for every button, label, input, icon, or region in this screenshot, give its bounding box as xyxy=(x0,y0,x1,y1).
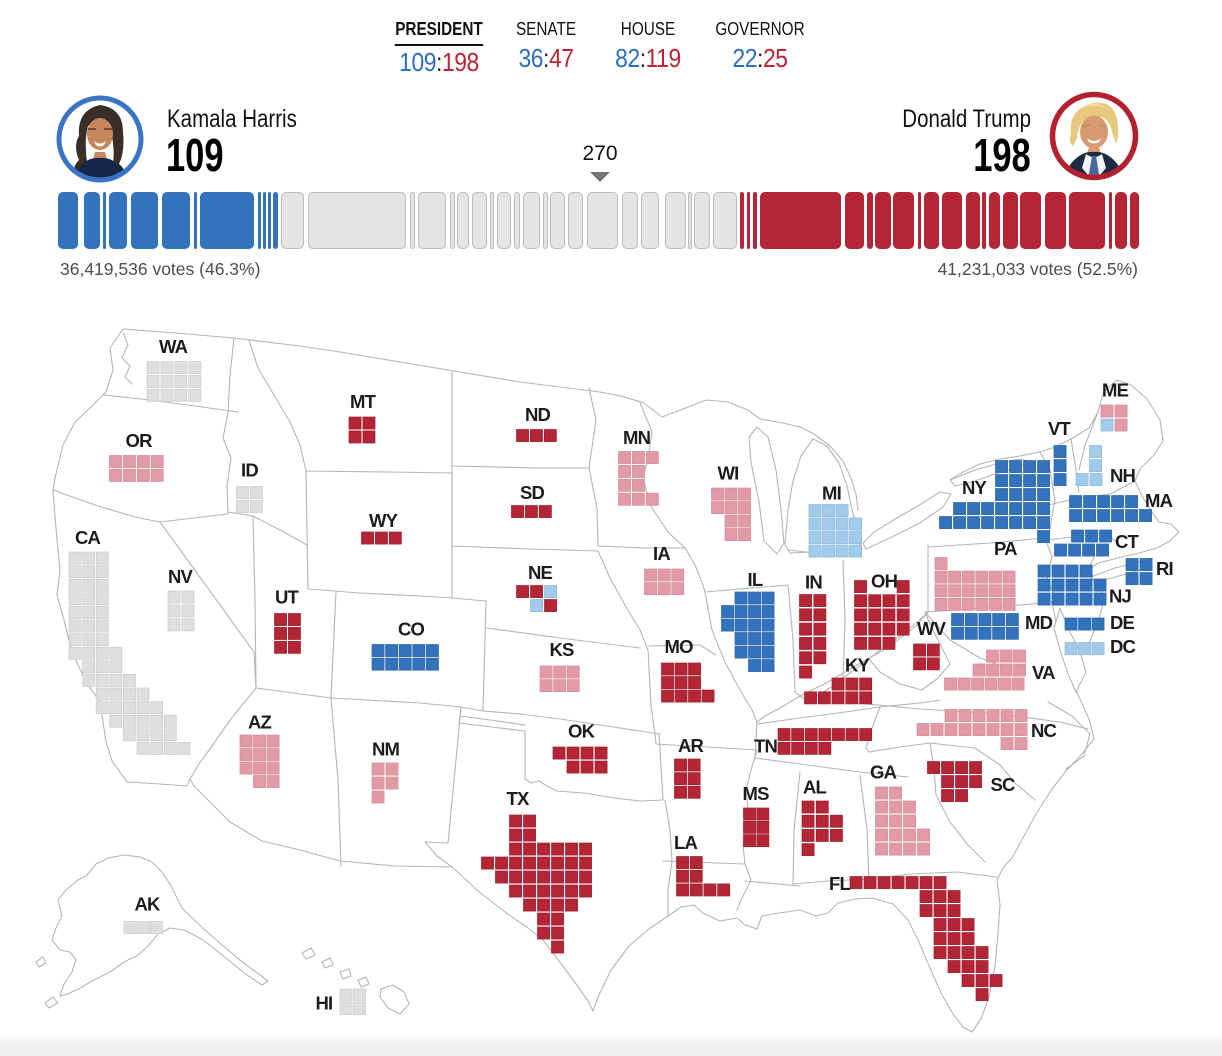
svg-text:SD: SD xyxy=(520,482,545,503)
svg-text:CT: CT xyxy=(1115,531,1140,552)
svg-text:AK: AK xyxy=(135,894,162,915)
svg-text:OH: OH xyxy=(871,571,898,592)
svg-text:NJ: NJ xyxy=(1109,586,1132,607)
svg-text:WI: WI xyxy=(718,463,739,484)
svg-text:NY: NY xyxy=(962,477,988,498)
svg-text:AZ: AZ xyxy=(248,712,272,733)
svg-text:ME: ME xyxy=(1102,380,1129,401)
svg-text:MN: MN xyxy=(623,427,651,448)
svg-text:VT: VT xyxy=(1048,418,1072,439)
svg-text:WA: WA xyxy=(159,336,188,357)
svg-text:OK: OK xyxy=(568,721,596,742)
svg-text:MS: MS xyxy=(743,783,770,804)
svg-text:MD: MD xyxy=(1025,612,1053,633)
svg-text:RI: RI xyxy=(1156,558,1173,579)
svg-text:OR: OR xyxy=(126,430,153,451)
svg-text:DC: DC xyxy=(1110,636,1136,657)
svg-text:VA: VA xyxy=(1032,662,1055,683)
svg-text:WY: WY xyxy=(369,510,399,531)
svg-text:IL: IL xyxy=(748,569,763,590)
svg-text:CO: CO xyxy=(398,619,425,640)
svg-text:DE: DE xyxy=(1110,612,1135,633)
svg-text:TN: TN xyxy=(754,736,778,757)
svg-text:IN: IN xyxy=(805,572,822,593)
svg-text:IA: IA xyxy=(653,543,670,564)
svg-text:UT: UT xyxy=(275,587,300,608)
svg-text:NE: NE xyxy=(528,562,553,583)
svg-text:NC: NC xyxy=(1031,720,1057,741)
svg-text:FL: FL xyxy=(829,873,851,894)
svg-text:ID: ID xyxy=(241,460,258,481)
svg-text:PA: PA xyxy=(994,538,1017,559)
svg-text:AL: AL xyxy=(803,777,827,798)
svg-text:NV: NV xyxy=(168,566,194,587)
svg-text:NH: NH xyxy=(1110,465,1136,486)
svg-text:HI: HI xyxy=(316,993,333,1014)
svg-text:WV: WV xyxy=(917,618,947,639)
svg-text:LA: LA xyxy=(674,832,698,853)
svg-text:SC: SC xyxy=(991,774,1016,795)
svg-text:ND: ND xyxy=(525,404,551,425)
svg-text:KY: KY xyxy=(845,655,871,676)
svg-text:MA: MA xyxy=(1145,490,1173,511)
svg-text:CA: CA xyxy=(75,527,101,548)
svg-text:MT: MT xyxy=(350,391,377,412)
svg-text:GA: GA xyxy=(870,762,897,783)
svg-text:AR: AR xyxy=(678,735,704,756)
svg-text:KS: KS xyxy=(550,639,575,660)
svg-text:MO: MO xyxy=(665,636,694,657)
svg-text:MI: MI xyxy=(822,483,841,504)
svg-text:TX: TX xyxy=(507,788,531,809)
svg-text:NM: NM xyxy=(372,739,400,760)
